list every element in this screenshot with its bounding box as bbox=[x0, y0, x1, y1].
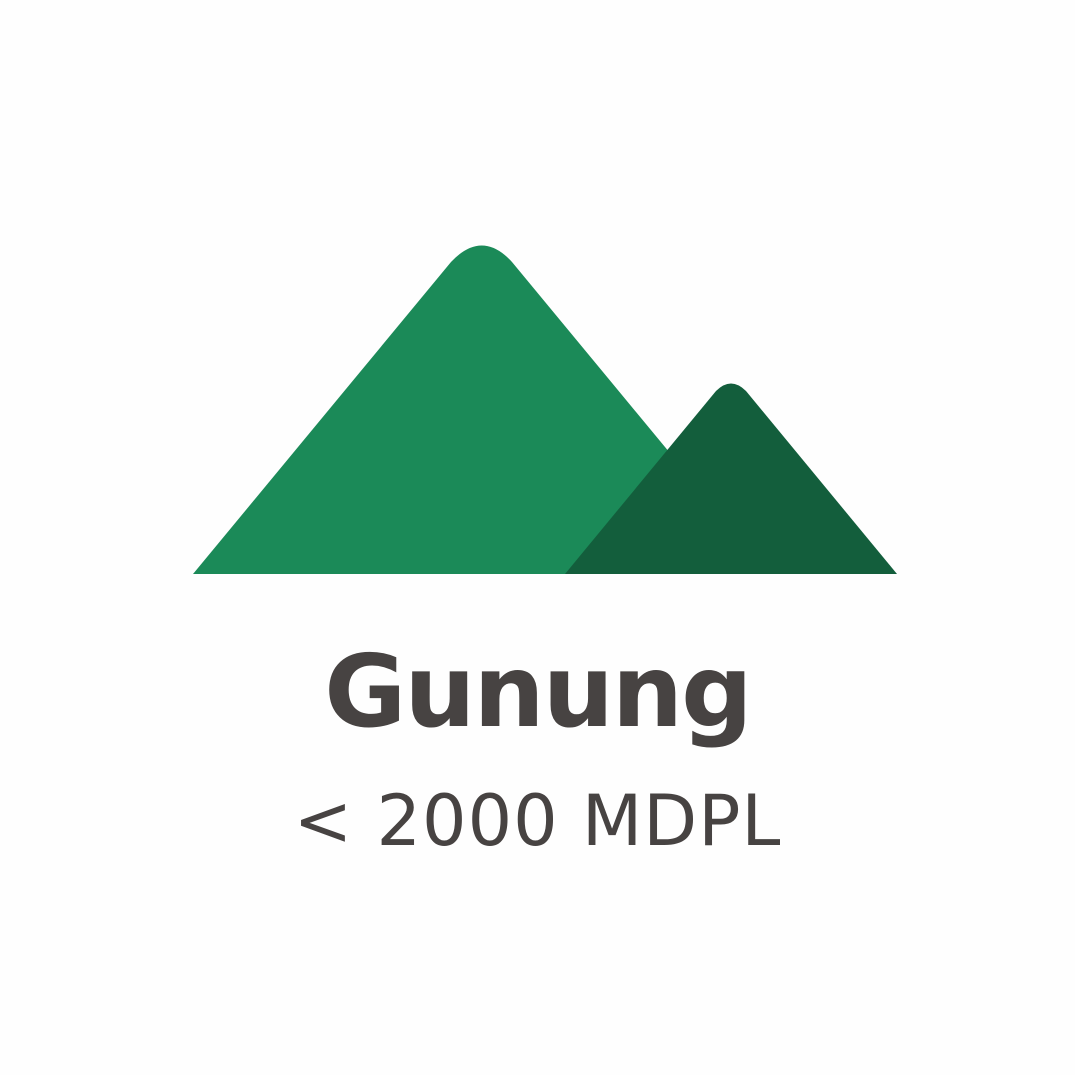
altitude-label: < 2000 MDPL bbox=[293, 780, 782, 862]
small-peak bbox=[565, 383, 897, 574]
category-title: Gunung bbox=[324, 633, 752, 750]
large-peak bbox=[193, 245, 770, 574]
